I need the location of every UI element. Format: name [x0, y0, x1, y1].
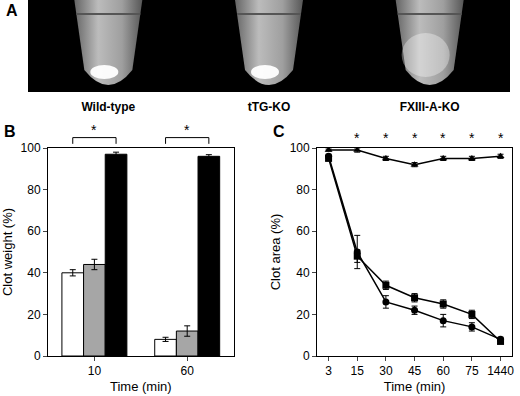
svg-text:75: 75	[465, 364, 479, 378]
svg-text:*: *	[440, 130, 446, 146]
svg-text:*: *	[469, 130, 475, 146]
svg-text:30: 30	[379, 364, 393, 378]
svg-text:10: 10	[88, 364, 102, 378]
svg-text:*: *	[412, 130, 418, 146]
svg-text:*: *	[91, 122, 97, 138]
svg-text:Clot area (%): Clot area (%)	[268, 214, 283, 291]
svg-text:15: 15	[351, 364, 365, 378]
svg-text:45: 45	[408, 364, 422, 378]
svg-text:C: C	[273, 123, 285, 140]
svg-text:60: 60	[437, 364, 451, 378]
svg-text:80: 80	[296, 183, 310, 197]
svg-text:Clot weight (%): Clot weight (%)	[0, 208, 15, 296]
svg-text:0: 0	[303, 349, 310, 363]
svg-text:100: 100	[21, 141, 41, 155]
svg-text:Time (min): Time (min)	[384, 379, 446, 394]
svg-text:B: B	[4, 123, 16, 140]
svg-text:80: 80	[27, 183, 41, 197]
svg-text:40: 40	[27, 266, 41, 280]
html-text:tTG-KO: tTG-KO	[247, 100, 291, 114]
html-text:A: A	[6, 2, 18, 19]
svg-text:60: 60	[296, 224, 310, 238]
html-text:FXIII-A-KO: FXIII-A-KO	[399, 100, 460, 114]
svg-text:20: 20	[27, 308, 41, 322]
svg-text:3: 3	[325, 364, 332, 378]
svg-text:1440: 1440	[487, 364, 514, 378]
svg-text:40: 40	[296, 266, 310, 280]
svg-text:100: 100	[290, 141, 310, 155]
svg-text:60: 60	[181, 364, 195, 378]
svg-text:20: 20	[296, 308, 310, 322]
svg-text:Time (min): Time (min)	[110, 379, 172, 394]
svg-text:*: *	[354, 130, 360, 146]
svg-text:*: *	[383, 130, 389, 146]
html-text:Wild-type: Wild-type	[81, 100, 136, 114]
svg-text:*: *	[184, 122, 190, 138]
svg-text:0: 0	[34, 349, 41, 363]
svg-text:60: 60	[27, 224, 41, 238]
svg-text:*: *	[498, 130, 504, 146]
